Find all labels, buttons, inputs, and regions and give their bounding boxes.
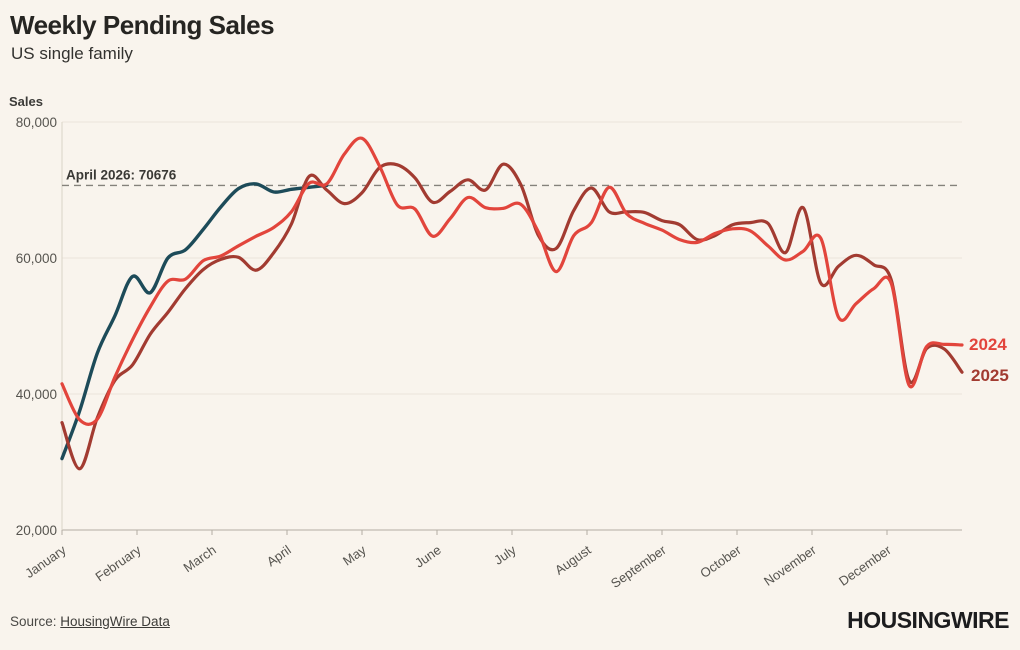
series-line-2025 — [60, 162, 964, 471]
x-tick-label: March — [181, 542, 219, 575]
x-tick-label: April — [264, 542, 294, 569]
series-label-2025: 2025 — [971, 366, 1009, 385]
series-label-2024: 2024 — [969, 335, 1007, 354]
y-tick-label: 80,000 — [16, 115, 57, 130]
x-tick-label: November — [761, 542, 819, 589]
x-tick-label: December — [836, 542, 894, 589]
reference-annotation: April 2026: 70676 — [66, 167, 177, 182]
y-axis-title: Sales — [9, 94, 43, 109]
y-tick-label: 20,000 — [16, 523, 57, 538]
brand-logo: HOUSINGWIRE — [847, 607, 1009, 633]
x-tick-label: February — [92, 542, 144, 584]
page-title: Weekly Pending Sales — [10, 10, 275, 40]
x-tick-label: October — [697, 542, 744, 581]
source-link[interactable]: HousingWire Data — [60, 614, 170, 629]
series-line-2024 — [60, 136, 964, 426]
x-tick-label: June — [412, 542, 444, 570]
x-tick-label: July — [491, 542, 519, 568]
source-line: Source: HousingWire Data — [10, 614, 170, 629]
x-tick-label: September — [608, 542, 669, 591]
source-prefix: Source: — [10, 614, 61, 629]
page-subtitle: US single family — [11, 44, 133, 63]
x-tick-label: January — [22, 542, 69, 581]
series-line-2026 — [60, 182, 329, 461]
x-tick-label: August — [552, 542, 594, 578]
y-tick-label: 40,000 — [16, 387, 57, 402]
x-tick-label: May — [340, 542, 369, 569]
y-tick-label: 60,000 — [16, 251, 57, 266]
